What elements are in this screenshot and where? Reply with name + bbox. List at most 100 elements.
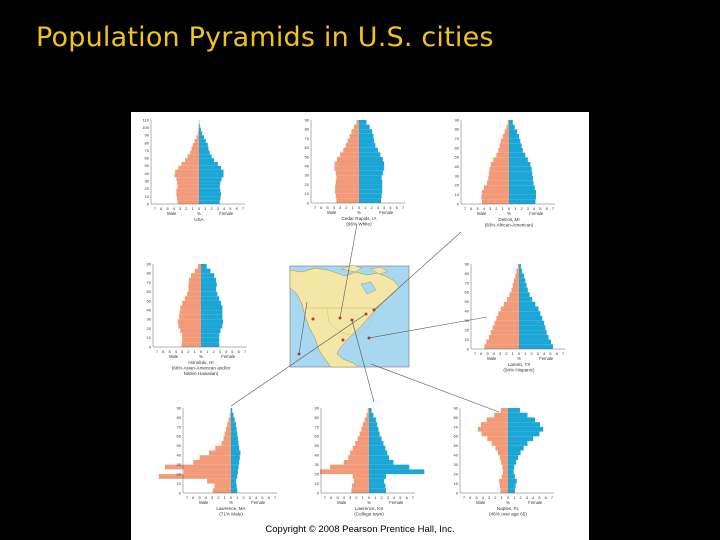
x-tick-label: 3 <box>527 206 530 211</box>
male-bar <box>187 291 201 297</box>
female-bar <box>508 417 536 423</box>
male-bar <box>356 120 359 125</box>
male-bar <box>182 300 201 306</box>
male-bar <box>180 328 201 334</box>
female-bar <box>519 315 543 321</box>
y-tick-label: 40 <box>147 308 152 313</box>
male-bar <box>178 165 199 170</box>
male-bar <box>351 488 369 493</box>
x-tick-label: 5 <box>549 351 552 356</box>
x-tick-label: 2 <box>355 495 358 500</box>
x-tick-label: 3 <box>349 495 352 500</box>
male-bar <box>494 412 508 418</box>
male-bar <box>197 264 201 269</box>
female-bar <box>231 459 240 465</box>
female-bar <box>201 342 220 347</box>
female-bar <box>359 161 385 167</box>
female-bar <box>201 296 220 301</box>
female-bar <box>369 478 385 484</box>
male-label: Male <box>476 500 486 505</box>
male-bar <box>490 330 519 335</box>
female-bar <box>509 129 518 134</box>
male-bar <box>353 124 359 130</box>
female-bar <box>231 450 241 456</box>
male-bar <box>501 459 508 465</box>
x-tick-label: 5 <box>198 495 201 500</box>
female-bar <box>508 474 515 479</box>
x-tick-label: 3 <box>526 495 529 500</box>
y-tick-label: 70 <box>305 136 310 141</box>
female-bar <box>519 282 527 288</box>
x-tick-label: 2 <box>345 205 348 210</box>
male-bar <box>499 478 508 484</box>
female-bar <box>369 464 410 470</box>
x-tick-label: 4 <box>255 495 258 500</box>
x-tick-label: 6 <box>480 351 483 356</box>
female-bar <box>369 408 372 413</box>
city-caption: (71% Male) <box>219 512 243 517</box>
male-bar <box>187 154 199 159</box>
female-bar <box>369 445 386 451</box>
x-tick-label: 6 <box>162 349 165 354</box>
female-bar <box>359 147 378 153</box>
male-bar <box>351 129 359 134</box>
y-tick-label: 70 <box>145 148 150 153</box>
male-bar <box>340 152 359 157</box>
male-bar <box>481 190 509 195</box>
city-caption: Honolulu, HI <box>188 360 213 365</box>
x-tick-label: 0 <box>358 205 361 210</box>
y-tick-label: 10 <box>454 481 459 486</box>
male-bar <box>228 417 231 423</box>
male-bar <box>509 292 519 298</box>
y-tick-label: 10 <box>147 335 152 340</box>
male-bar <box>504 129 509 134</box>
female-bar <box>231 417 235 423</box>
x-tick-label: 0 <box>507 495 510 500</box>
male-bar <box>513 278 519 283</box>
x-tick-label: 5 <box>166 206 169 211</box>
male-bar <box>496 315 519 321</box>
male-bar <box>188 282 201 288</box>
y-tick-label: 20 <box>177 472 182 477</box>
female-label: Female <box>251 500 266 505</box>
female-bar <box>231 469 238 475</box>
female-bar <box>508 450 521 456</box>
y-tick-label: 0 <box>317 490 320 495</box>
percent-unit-label: % <box>507 211 511 216</box>
female-bar <box>359 133 374 139</box>
female-bar <box>359 184 383 190</box>
female-bar <box>201 300 222 306</box>
x-tick-label: 6 <box>320 205 323 210</box>
female-bar <box>359 129 373 134</box>
female-bar <box>519 268 523 274</box>
x-tick-label: 2 <box>370 205 373 210</box>
y-tick-label: 90 <box>454 405 459 410</box>
male-bar <box>493 157 509 162</box>
female-bar <box>231 412 234 418</box>
male-bar <box>177 184 199 189</box>
male-bar <box>367 408 369 413</box>
city-caption: (94% Hispanic) <box>503 368 535 373</box>
y-tick-label: 50 <box>305 154 310 159</box>
x-tick-label: 3 <box>249 495 252 500</box>
male-bar <box>490 162 509 167</box>
male-bar <box>343 459 369 465</box>
percent-unit-label: % <box>197 211 201 216</box>
female-bar <box>509 124 515 130</box>
female-bar <box>369 441 384 446</box>
x-tick-label: 3 <box>499 351 502 356</box>
female-bar <box>369 459 394 465</box>
female-bar <box>199 181 221 185</box>
y-tick-label: 0 <box>147 201 150 206</box>
north-america-map-icon <box>289 264 410 368</box>
male-bar <box>488 334 519 340</box>
x-tick-label: 6 <box>546 206 549 211</box>
male-bar <box>179 314 201 320</box>
male-bar <box>212 488 231 493</box>
female-bar <box>509 148 523 153</box>
male-bar <box>352 474 369 479</box>
female-bar <box>359 198 381 203</box>
y-tick-label: 50 <box>454 443 459 448</box>
male-bar <box>335 189 359 194</box>
